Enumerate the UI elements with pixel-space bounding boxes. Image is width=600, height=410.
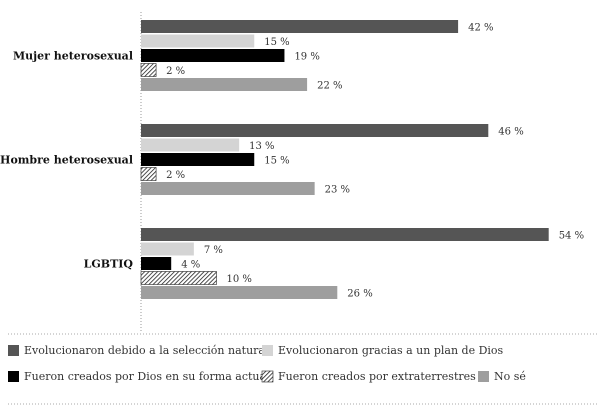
data-label: 42 %: [468, 23, 493, 34]
data-label: 22 %: [317, 81, 342, 92]
bar: [141, 182, 315, 195]
legend-swatch: [8, 345, 19, 356]
legend-label: No sé: [494, 370, 526, 383]
bar: [141, 49, 285, 62]
bar: [141, 242, 194, 256]
bar: [140, 167, 157, 181]
bar: [141, 124, 489, 137]
data-label: 13 %: [249, 141, 274, 152]
legend-label: Fueron creados por Dios en su forma actu…: [24, 370, 270, 383]
legend-label: Evolucionaron debido a la selección natu…: [24, 344, 269, 357]
legend-swatch: [8, 371, 19, 382]
legend-swatch: [478, 371, 489, 382]
data-label: 23 %: [325, 185, 350, 196]
category-label: LGBTIQ: [84, 258, 134, 271]
bar: [141, 286, 338, 299]
bar: [141, 34, 255, 48]
bar: [141, 228, 549, 241]
data-label: 7 %: [204, 245, 223, 256]
data-label: 19 %: [294, 52, 319, 63]
bar: [140, 271, 217, 285]
data-label: 10 %: [227, 274, 252, 285]
category-label: Hombre heterosexual: [0, 154, 133, 167]
bar: [141, 153, 255, 166]
data-label: 26 %: [347, 289, 372, 300]
data-label: 15 %: [264, 156, 289, 167]
bar: [140, 63, 157, 77]
bar: [141, 257, 172, 270]
bar: [141, 78, 308, 91]
data-label: 4 %: [181, 260, 200, 271]
data-label: 54 %: [559, 231, 584, 242]
category-label: Mujer heterosexual: [13, 50, 133, 63]
legend-swatch: [261, 370, 274, 383]
data-label: 46 %: [498, 127, 523, 138]
legend-swatch: [262, 345, 273, 356]
legend-label: Fueron creados por extraterrestres: [278, 370, 476, 383]
data-label: 15 %: [264, 37, 289, 48]
data-label: 2 %: [166, 66, 185, 77]
legend-label: Evolucionaron gracias a un plan de Dios: [278, 344, 504, 357]
bar: [141, 138, 240, 152]
data-label: 2 %: [166, 170, 185, 181]
bar: [141, 20, 459, 33]
